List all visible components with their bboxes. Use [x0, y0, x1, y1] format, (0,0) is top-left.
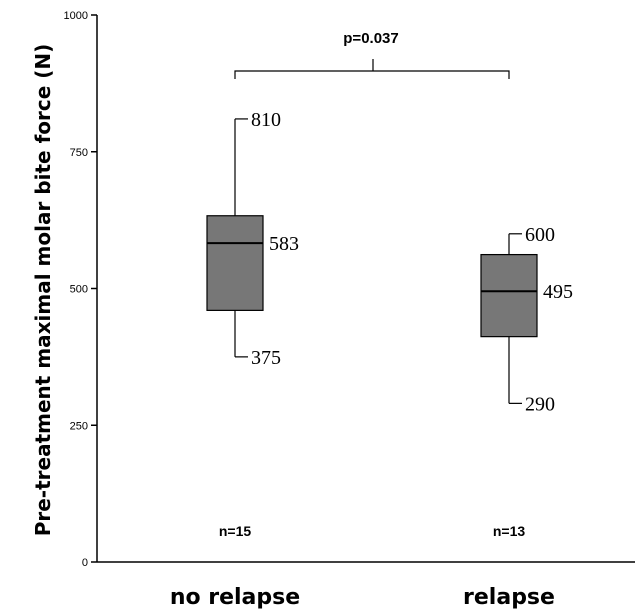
no-relapse-min-label: 375: [251, 347, 281, 369]
significance-bracket: [234, 59, 510, 79]
p-value-label: p=0.037: [343, 30, 398, 47]
no-relapse-category-label: no relapse: [170, 585, 300, 610]
no-relapse-median-label: 583: [269, 233, 299, 255]
relapse-max-label: 600: [525, 224, 555, 246]
y-tick-label-250: 250: [70, 420, 88, 432]
box-no-relapse: 810 583 375 n=15 no relapse: [170, 109, 300, 610]
y-axis-ticks: 0 250 500 750 1000: [64, 10, 97, 569]
relapse-n-label: n=13: [493, 523, 526, 539]
y-tick-label-1000: 1000: [64, 10, 88, 22]
relapse-median-label: 495: [543, 281, 573, 303]
relapse-min-label: 290: [525, 393, 555, 415]
box-relapse: 600 495 290 n=13 relapse: [463, 224, 573, 610]
y-tick-label-750: 750: [70, 147, 88, 159]
relapse-iqr-box: [480, 253, 538, 338]
no-relapse-n-label: n=15: [219, 523, 252, 539]
no-relapse-max-label: 810: [251, 109, 281, 131]
y-axis-label: Pre-treatment maximal molar bite force (…: [31, 44, 55, 537]
no-relapse-iqr-box: [206, 215, 264, 311]
y-tick-label-0: 0: [82, 557, 88, 569]
boxes: 810 583 375 n=15 no relapse 600 495 290 …: [170, 109, 573, 610]
y-tick-label-500: 500: [70, 284, 88, 296]
relapse-category-label: relapse: [463, 585, 555, 610]
